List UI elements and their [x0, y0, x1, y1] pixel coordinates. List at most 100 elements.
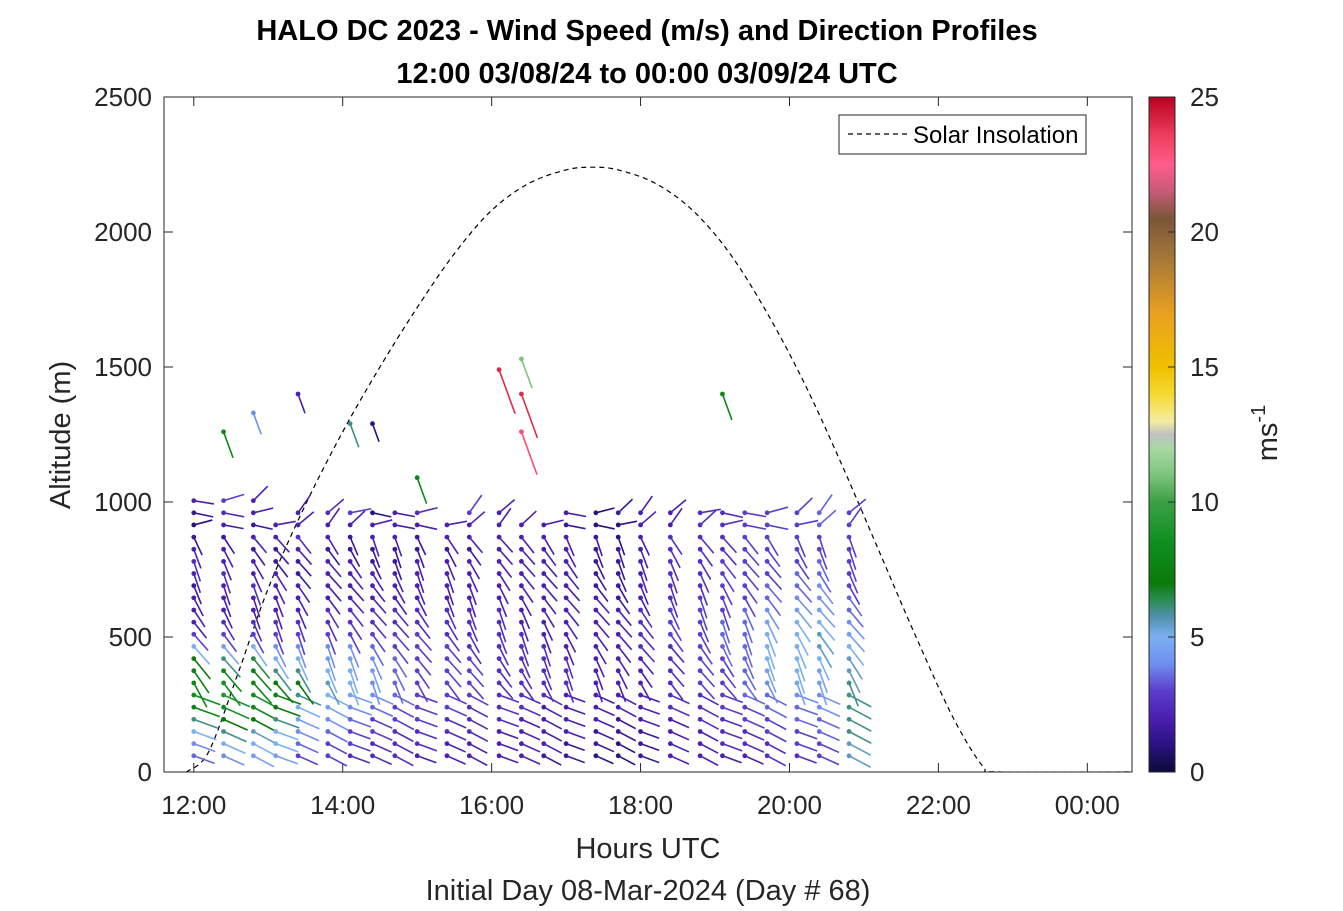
wind-barb	[667, 741, 690, 753]
wind-barb-shaft	[565, 597, 581, 614]
wind-barb	[638, 716, 660, 728]
wind-barb-shaft	[468, 694, 489, 706]
wind-barb	[347, 619, 363, 641]
wind-barb-dot	[295, 680, 301, 686]
wind-barb	[615, 583, 629, 604]
wind-barb	[295, 619, 306, 643]
wind-barb-dot	[720, 619, 725, 625]
wind-barb-dot	[667, 559, 673, 564]
wind-barb-dot	[295, 668, 301, 674]
wind-barb	[593, 692, 615, 705]
wind-barb-shaft	[617, 597, 631, 615]
wind-barb-shaft	[297, 621, 306, 643]
wind-barb-dot	[816, 546, 822, 552]
wind-barb-dot	[638, 607, 643, 613]
wind-barb-dot	[593, 595, 599, 601]
wind-barb	[742, 583, 758, 604]
wind-barb-dot	[563, 692, 569, 698]
wind-barb-shaft	[371, 609, 388, 627]
wind-barb-dot	[816, 607, 822, 613]
wind-barb	[444, 753, 466, 765]
wind-barb-shaft	[565, 524, 586, 530]
wind-barb	[720, 595, 732, 619]
wind-barb-shaft	[327, 670, 338, 694]
wind-barb	[593, 631, 609, 652]
wind-barb-shaft	[394, 512, 416, 518]
wind-barb	[563, 546, 577, 568]
wind-barb	[541, 729, 563, 742]
wind-barb	[541, 680, 555, 702]
wind-barb-shaft	[796, 682, 806, 706]
wind-barb	[466, 619, 479, 642]
y-tick-label: 500	[109, 622, 152, 652]
wind-barb-dot	[250, 729, 256, 734]
wind-barb-shaft	[446, 536, 459, 555]
wind-barb-shaft	[543, 755, 562, 766]
wind-barb-dot	[221, 498, 226, 504]
wind-barb-dot	[414, 729, 420, 734]
wind-barb-shaft	[468, 548, 482, 566]
wind-barb	[667, 631, 684, 653]
wind-barb-dot	[347, 692, 353, 698]
wind-barb-dot	[563, 644, 569, 649]
wind-barb-dot	[250, 546, 256, 552]
wind-barb-shaft	[699, 694, 720, 706]
wind-barb	[221, 668, 243, 693]
wind-barb	[444, 559, 456, 581]
wind-barb-shaft	[349, 423, 360, 448]
wind-barb	[846, 704, 872, 720]
wind-barb-shaft	[699, 646, 713, 665]
wind-barb-dot	[295, 595, 301, 601]
wind-barb	[295, 644, 307, 669]
wind-barb	[593, 753, 614, 765]
wind-barb	[466, 511, 486, 528]
wind-barb-shaft	[394, 730, 414, 743]
wind-barb-dot	[615, 741, 621, 747]
wind-barb-shaft	[818, 670, 829, 694]
wind-barb-dot	[519, 559, 524, 564]
wind-barb-dot	[392, 571, 398, 576]
wind-barb-shaft	[350, 507, 372, 514]
wind-barb-shaft	[371, 658, 383, 680]
wind-barb	[347, 656, 359, 682]
wind-barb-dot	[519, 429, 524, 435]
wind-barb	[273, 729, 299, 741]
wind-barb-dot	[593, 619, 599, 625]
wind-barb	[846, 692, 872, 708]
wind-barb-dot	[370, 510, 375, 516]
wind-barb-dot	[667, 704, 673, 710]
wind-barb	[273, 595, 284, 618]
wind-barb	[519, 595, 532, 617]
wind-barb-shaft	[766, 670, 777, 693]
wind-barb-dot	[444, 741, 450, 747]
wind-barb-dot	[191, 607, 197, 613]
wind-barb-shaft	[193, 694, 221, 706]
wind-barb-shaft	[193, 742, 216, 753]
wind-barb-shaft	[520, 560, 536, 578]
wind-barb-shaft	[796, 706, 819, 716]
wind-barb	[667, 499, 687, 516]
wind-barb-shaft	[796, 609, 813, 629]
wind-barb	[392, 692, 415, 707]
wind-barb-shaft	[595, 609, 611, 626]
wind-barb	[392, 583, 406, 604]
wind-barb	[615, 753, 636, 766]
wind-barb	[414, 668, 431, 690]
wind-barb-dot	[273, 716, 279, 722]
wind-barb	[742, 656, 755, 680]
wind-barb	[444, 644, 462, 664]
wind-barb-shaft	[617, 645, 632, 664]
wind-barb	[496, 607, 507, 631]
wind-barb-shaft	[327, 646, 336, 669]
wind-barb-dot	[720, 692, 725, 698]
wind-barb-shaft	[416, 730, 438, 740]
wind-barb	[816, 619, 836, 642]
wind-barb	[191, 595, 204, 617]
wind-barb-shaft	[617, 658, 630, 677]
wind-barb	[347, 534, 359, 556]
wind-barb-dot	[541, 534, 547, 540]
wind-barb-shaft	[848, 670, 861, 694]
wind-barb-dot	[325, 522, 331, 528]
wind-barb-dot	[496, 522, 502, 528]
wind-barb-dot	[593, 534, 599, 540]
